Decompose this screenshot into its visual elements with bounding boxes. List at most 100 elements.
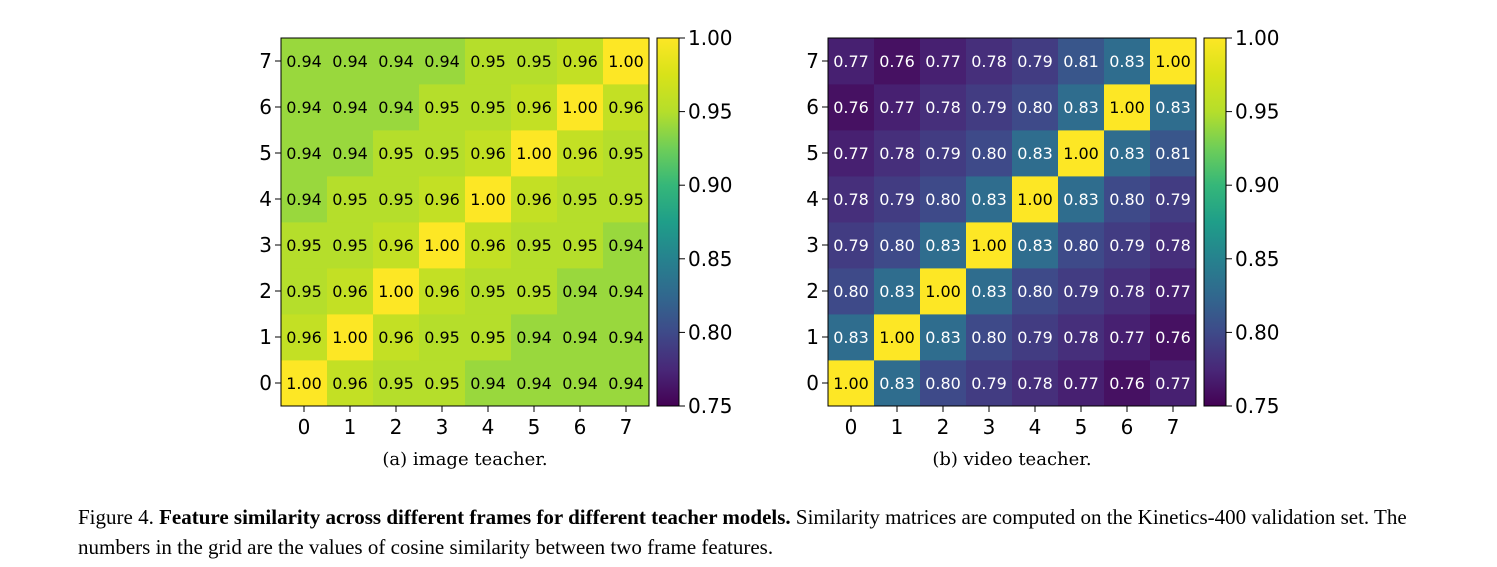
cell-value-label: 0.76 xyxy=(879,52,915,71)
heatmap-cell xyxy=(281,360,328,407)
plot-frame xyxy=(827,37,1197,407)
cell-value-label: 0.95 xyxy=(470,328,506,347)
heatmap-cell xyxy=(373,268,420,315)
x-tick-label: 3 xyxy=(436,415,449,439)
heatmap-cell xyxy=(419,130,466,177)
cell-value-label: 0.95 xyxy=(562,190,598,209)
cell-value-label: 0.96 xyxy=(378,236,414,255)
heatmap-cell xyxy=(920,176,967,223)
cell-value-label: 0.83 xyxy=(971,190,1007,209)
heatmap-cell xyxy=(373,38,420,85)
cell-value-label: 1.00 xyxy=(925,282,961,301)
x-tick-label: 0 xyxy=(298,415,311,439)
cell-value-label: 0.95 xyxy=(378,144,414,163)
cell-value-label: 0.79 xyxy=(1109,236,1145,255)
heatmap-cell xyxy=(874,360,921,407)
cell-value-label: 0.95 xyxy=(608,190,644,209)
heatmap-cell xyxy=(874,222,921,269)
y-tick-label: 0 xyxy=(259,371,272,395)
colorbar-tick-label: 0.75 xyxy=(688,394,733,418)
heatmap-cell xyxy=(828,130,875,177)
cell-value-label: 0.83 xyxy=(1063,98,1099,117)
cell-value-label: 0.80 xyxy=(1017,282,1053,301)
heatmap-cell xyxy=(1150,360,1197,407)
heatmap-cell xyxy=(373,176,420,223)
heatmap-cell xyxy=(1150,84,1197,131)
cell-value-label: 1.00 xyxy=(424,236,460,255)
cell-value-label: 0.77 xyxy=(925,52,961,71)
cell-value-label: 0.78 xyxy=(1017,374,1053,393)
cell-value-label: 0.77 xyxy=(1155,374,1191,393)
x-tick-label: 2 xyxy=(937,415,950,439)
cell-value-label: 0.83 xyxy=(1017,144,1053,163)
cell-value-label: 0.79 xyxy=(1155,190,1191,209)
cell-value-label: 0.95 xyxy=(424,328,460,347)
cell-value-label: 0.78 xyxy=(1063,328,1099,347)
cell-value-label: 0.76 xyxy=(1155,328,1191,347)
x-tick-label: 0 xyxy=(845,415,858,439)
colorbar xyxy=(1203,37,1227,407)
cell-value-label: 0.78 xyxy=(925,98,961,117)
heatmap-cell xyxy=(327,268,374,315)
cell-value-label: 0.80 xyxy=(925,190,961,209)
heatmap-cell xyxy=(828,38,875,85)
heatmap-cell xyxy=(1104,314,1151,361)
cell-value-label: 0.83 xyxy=(925,328,961,347)
heatmap-cell xyxy=(828,222,875,269)
colorbar-tick-label: 1.00 xyxy=(1235,26,1280,50)
heatmap-cell xyxy=(465,360,512,407)
heatmap-cell xyxy=(1104,268,1151,315)
heatmap-cell xyxy=(281,268,328,315)
cell-value-label: 0.96 xyxy=(516,190,552,209)
cell-value-label: 0.79 xyxy=(971,98,1007,117)
cell-value-label: 1.00 xyxy=(1109,98,1145,117)
cell-value-label: 1.00 xyxy=(1063,144,1099,163)
cell-value-label: 0.81 xyxy=(1063,52,1099,71)
x-tick-label: 1 xyxy=(344,415,357,439)
cell-value-label: 0.80 xyxy=(879,236,915,255)
cell-value-label: 0.78 xyxy=(971,52,1007,71)
heatmap-cell xyxy=(327,38,374,85)
heatmap-cell xyxy=(1150,176,1197,223)
cell-value-label: 0.78 xyxy=(833,190,869,209)
y-tick-label: 4 xyxy=(806,187,819,211)
x-tick-label: 7 xyxy=(620,415,633,439)
cell-value-label: 0.95 xyxy=(470,98,506,117)
y-tick-label: 4 xyxy=(259,187,272,211)
cell-value-label: 0.78 xyxy=(879,144,915,163)
heatmap-cell xyxy=(327,314,374,361)
heatmap-cell xyxy=(557,360,604,407)
heatmap-cell xyxy=(373,84,420,131)
y-tick-label: 6 xyxy=(259,95,272,119)
heatmap-cell xyxy=(920,130,967,177)
colorbar-tick-label: 0.85 xyxy=(1235,247,1280,271)
heatmap-cell xyxy=(511,222,558,269)
heatmap-cell xyxy=(603,268,650,315)
cell-value-label: 0.95 xyxy=(562,236,598,255)
cell-value-label: 0.94 xyxy=(608,328,644,347)
y-tick-label: 1 xyxy=(806,325,819,349)
colorbar-tick-label: 0.80 xyxy=(688,320,733,344)
heatmap-cell xyxy=(373,222,420,269)
cell-value-label: 0.94 xyxy=(562,282,598,301)
cell-value-label: 1.00 xyxy=(332,328,368,347)
heatmap-video-teacher: 1.00 0.83 0.80 0.79 0.78 0.77 0.76 0.77 0.83 1.00… xyxy=(806,26,1279,470)
heatmap-cell xyxy=(281,84,328,131)
heatmap-cell xyxy=(828,314,875,361)
cell-value-label: 0.94 xyxy=(286,144,322,163)
cell-value-label: 0.96 xyxy=(332,374,368,393)
cell-value-label: 0.83 xyxy=(971,282,1007,301)
heatmap-cell xyxy=(603,176,650,223)
figure-caption: Figure 4. Feature similarity across diff… xyxy=(78,502,1478,562)
heatmap-cell xyxy=(373,130,420,177)
heatmap-cell xyxy=(966,130,1013,177)
heatmap-cell xyxy=(1012,360,1059,407)
heatmap-cell xyxy=(557,84,604,131)
heatmap-cell xyxy=(327,176,374,223)
heatmap-cell xyxy=(966,268,1013,315)
heatmap-cell xyxy=(511,268,558,315)
heatmap-cell xyxy=(373,360,420,407)
cell-value-label: 0.83 xyxy=(1109,52,1145,71)
heatmap-cell xyxy=(1150,38,1197,85)
cell-value-label: 0.80 xyxy=(1017,98,1053,117)
